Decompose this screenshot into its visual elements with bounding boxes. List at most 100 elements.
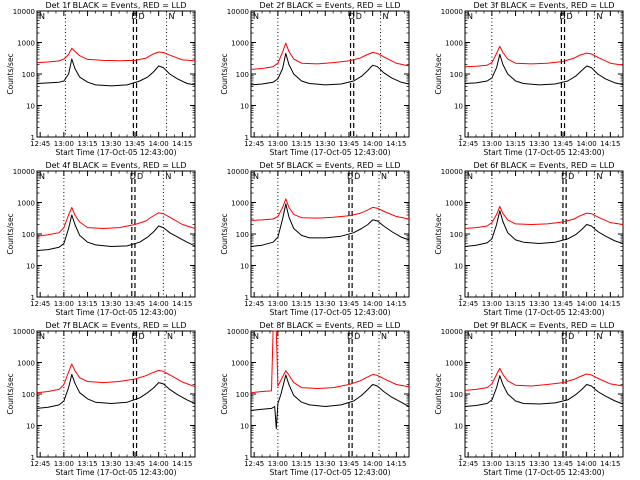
- panel-3-x-axis-label: Start Time (17-Oct-05 12:43:00): [483, 148, 604, 157]
- panel-2-state-marker: D: [356, 12, 362, 21]
- panel-9-state-marker: N: [467, 332, 473, 341]
- panel-3-y-tick-label: 1: [459, 134, 463, 142]
- panel-7-y-tick-label: 1: [31, 454, 35, 462]
- panel-1-x-tick-label: 13:45: [125, 140, 145, 148]
- panel-8-x-tick-label: 12:45: [244, 460, 264, 468]
- panel-3-x-tick-label: 12:45: [458, 140, 478, 148]
- panel-8-x-tick-label: 14:15: [386, 460, 406, 468]
- panel-3-series-lld-line: [464, 45, 624, 68]
- panel-9-title: Det 9f BLACK = Events, RED = LLD: [473, 321, 614, 330]
- panel-6-x-axis-label: Start Time (17-Oct-05 12:43:00): [483, 308, 604, 317]
- panel-2-y-tick-label: 10: [240, 103, 249, 111]
- panel-6-state-marker: D: [561, 172, 567, 181]
- panel-6-state-marker: N: [467, 172, 473, 181]
- panel-1-y-tick-label: 10000: [13, 8, 35, 16]
- panel-1-y-tick-label: 100: [22, 71, 35, 79]
- panel-2-series-events-line: [250, 52, 410, 86]
- panel-1-x-tick-label: 14:15: [172, 140, 192, 148]
- panel-1-y-tick-label: 1: [31, 134, 35, 142]
- panel-2-x-tick-label: 13:00: [268, 140, 288, 148]
- panel-3-axes-frame: [464, 10, 624, 138]
- panel-7-y-tick-label: 1000: [17, 360, 35, 368]
- panel-1-series-events-line: [36, 58, 196, 87]
- panel-1-x-tick-label: 14:00: [149, 140, 169, 148]
- panel-1-y-axis-label: Counts/sec: [6, 53, 15, 94]
- panel-6-x-tick-label: 13:00: [482, 300, 502, 308]
- panel-1-x-tick-label: 13:00: [54, 140, 74, 148]
- panel-8-y-tick-label: 1000: [231, 360, 249, 368]
- panel-8-series-lld-line: [250, 330, 410, 394]
- panel-7-series-lld-line: [36, 363, 196, 394]
- panel-1-y-tick-label: 10: [26, 103, 35, 111]
- panel-2-x-tick-label: 12:45: [244, 140, 264, 148]
- panel-5-state-marker: D: [347, 172, 353, 181]
- panel-5-x-tick-label: 13:15: [291, 300, 311, 308]
- panel-5-state-marker: N: [253, 172, 259, 181]
- panel-4-state-marker: N: [165, 172, 171, 181]
- panel-4-x-tick-label: 13:30: [101, 300, 121, 308]
- panel-3-y-tick-label: 100: [450, 71, 463, 79]
- panel-5-x-tick-label: 13:30: [315, 300, 335, 308]
- panel-2-x-tick-label: 13:45: [339, 140, 359, 148]
- panel-1-x-tick-label: 13:30: [101, 140, 121, 148]
- panel-1-y-tick-label: 1000: [17, 40, 35, 48]
- panel-9-x-tick-label: 13:45: [553, 460, 573, 468]
- panel-5-series-lld-line: [250, 198, 410, 221]
- panel-2-title: Det 2f BLACK = Events, RED = LLD: [259, 1, 400, 10]
- panel-2-x-tick-label: 14:00: [363, 140, 383, 148]
- panel-3-state-marker: N: [467, 12, 473, 21]
- panel-7-y-tick-label: 100: [22, 391, 35, 399]
- panel-2-x-tick-label: 14:15: [386, 140, 406, 148]
- panel-6-y-tick-label: 1000: [445, 200, 463, 208]
- panel-8-axes-frame: [250, 330, 410, 458]
- panel-9-y-tick-label: 10: [454, 423, 463, 431]
- panel-1-x-axis-label: Start Time (17-Oct-05 12:43:00): [55, 148, 176, 157]
- panel-7-series-events-line: [36, 373, 196, 409]
- panel-4-series-events-line: [36, 214, 196, 251]
- panel-9-x-tick-label: 14:00: [577, 460, 597, 468]
- panel-2-y-tick-label: 10000: [227, 8, 249, 16]
- panel-5-x-tick-label: 14:00: [363, 300, 383, 308]
- panel-7-y-axis-label: Counts/sec: [6, 373, 15, 414]
- panel-3-x-tick-label: 13:15: [505, 140, 525, 148]
- panel-6-title: Det 6f BLACK = Events, RED = LLD: [473, 161, 614, 170]
- panel-7-state-marker: N: [39, 332, 45, 341]
- panel-5-x-tick-label: 13:00: [268, 300, 288, 308]
- panel-8-x-tick-label: 14:00: [363, 460, 383, 468]
- panel-6-x-tick-label: 12:45: [458, 300, 478, 308]
- panel-1-state-marker: N: [39, 12, 45, 21]
- panel-3-state-marker: N: [597, 12, 603, 21]
- panel-7-x-tick-label: 13:00: [54, 460, 74, 468]
- panel-8-x-tick-label: 13:30: [315, 460, 335, 468]
- panel-4-y-tick-label: 1000: [17, 200, 35, 208]
- panel-3-y-axis-label: Counts/sec: [434, 53, 443, 94]
- panel-8-y-tick-label: 10000: [227, 328, 249, 336]
- panel-5-state-marker: D: [354, 172, 360, 181]
- panel-2-y-tick-label: 1: [245, 134, 249, 142]
- panel-4-x-tick-label: 12:45: [30, 300, 50, 308]
- panel-3-state-marker: D: [567, 12, 573, 21]
- panel-1-title: Det 1f BLACK = Events, RED = LLD: [45, 1, 186, 10]
- panel-7-x-tick-label: 12:45: [30, 460, 50, 468]
- panel-4-x-tick-label: 13:15: [77, 300, 97, 308]
- panel-8-x-tick-label: 13:15: [291, 460, 311, 468]
- panel-6-x-tick-label: 14:15: [600, 300, 620, 308]
- panel-3-y-tick-label: 10000: [441, 8, 463, 16]
- panel-6-state-marker: D: [568, 172, 574, 181]
- panel-6-state-marker: N: [597, 172, 603, 181]
- panel-2-y-tick-label: 1000: [231, 40, 249, 48]
- panel-3-x-tick-label: 14:15: [600, 140, 620, 148]
- panel-7-state-marker: D: [131, 332, 137, 341]
- panel-8-state-marker: D: [354, 332, 360, 341]
- panel-8-y-tick-label: 10: [240, 423, 249, 431]
- panel-9-x-tick-label: 13:30: [529, 460, 549, 468]
- panel-9-x-tick-label: 12:45: [458, 460, 478, 468]
- panel-5-title: Det 5f BLACK = Events, RED = LLD: [259, 161, 400, 170]
- panel-5-x-tick-label: 13:45: [339, 300, 359, 308]
- panel-9-series-events-line: [464, 375, 624, 407]
- panel-4-y-tick-label: 1: [31, 294, 35, 302]
- panel-4-x-tick-label: 14:15: [172, 300, 192, 308]
- panel-3-x-tick-label: 13:00: [482, 140, 502, 148]
- panel-6-x-tick-label: 14:00: [577, 300, 597, 308]
